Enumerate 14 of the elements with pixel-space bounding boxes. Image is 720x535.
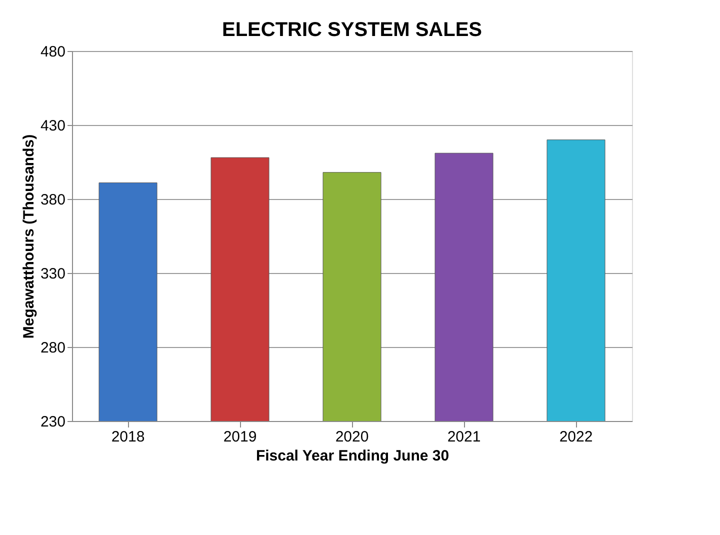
- x-axis-title: Fiscal Year Ending June 30: [256, 448, 450, 464]
- x-tick-label: 2021: [447, 428, 481, 446]
- x-tick-label: 2019: [223, 428, 257, 446]
- x-tick-label: 2018: [111, 428, 145, 446]
- y-tick-label: 380: [40, 192, 66, 208]
- chart-title: ELECTRIC SYSTEM SALES: [222, 19, 482, 41]
- y-axis-title: Megawatthours (Thousands): [20, 134, 38, 339]
- x-tick-label: 2020: [335, 428, 369, 446]
- y-tick-label: 280: [40, 340, 66, 356]
- y-tick-label: 480: [40, 44, 66, 60]
- y-tick-label: 330: [40, 266, 66, 282]
- y-tick-label: 430: [40, 118, 66, 134]
- x-tick-label: 2022: [559, 428, 593, 446]
- y-tick-label: 230: [40, 414, 66, 430]
